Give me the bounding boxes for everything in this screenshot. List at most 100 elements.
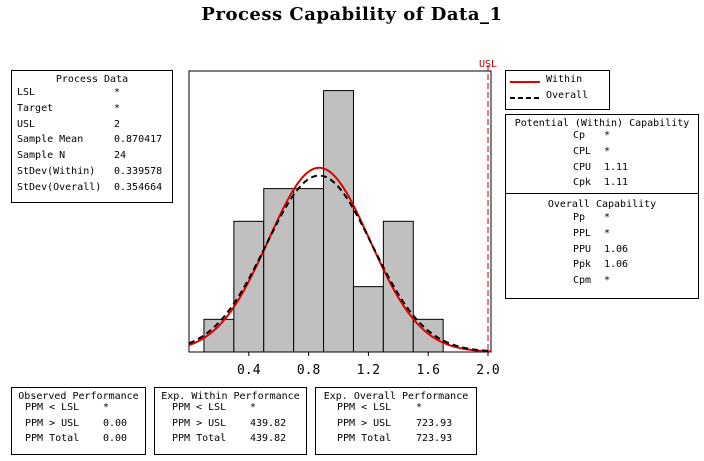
potential-capability-row-value: * <box>604 145 611 157</box>
process-data-row-value: * <box>114 87 121 98</box>
legend-item: Within <box>506 74 609 90</box>
potential-capability-header: Potential (Within) Capability <box>514 118 690 129</box>
process-data-row-label: StDev(Within) <box>17 165 96 177</box>
process-data-row-value: 2 <box>114 118 121 130</box>
potential-capability-row: Cp * <box>506 130 698 146</box>
observed-row: PPM < LSL * <box>12 402 145 418</box>
process-data-row: Sample Mean 0.870417 <box>12 134 172 150</box>
capability-divider <box>506 193 698 194</box>
potential-capability-row-label: Cpk <box>573 177 592 189</box>
process-data-row-value: * <box>114 102 121 114</box>
overall-capability-header: Overall Capability <box>547 199 657 210</box>
potential-capability-row: Cpk 1.11 <box>506 177 698 193</box>
process-data-row: USL 2 <box>12 119 172 135</box>
process-data-row-label: Sample N <box>17 150 66 162</box>
process-data-row-label: LSL <box>17 87 36 98</box>
legend-box: Within Overall <box>505 70 610 110</box>
overall-capability-row: PPU 1.06 <box>506 244 698 260</box>
fit-curve-within <box>188 166 492 353</box>
exp-overall-row: PPM < LSL * <box>316 402 476 418</box>
process-data-header: Process Data <box>55 74 129 85</box>
observed-row-value: 0.00 <box>103 433 128 444</box>
process-data-row-value: 0.354664 <box>114 181 163 193</box>
exp-overall-row: PPM Total 723.93 <box>316 433 476 449</box>
process-data-row: Target * <box>12 103 172 119</box>
observed-performance-header: Observed Performance <box>18 391 139 402</box>
process-data-row-label: Sample Mean <box>17 134 84 146</box>
overall-capability-row-value: 1.06 <box>604 259 629 271</box>
exp-within-row: PPM < LSL * <box>155 402 306 418</box>
process-data-row-value: 0.870417 <box>114 134 163 146</box>
usl-label: USL <box>479 59 497 70</box>
potential-capability-row-value: 1.11 <box>604 177 629 189</box>
observed-row-label: PPM Total <box>25 433 80 444</box>
overall-capability-row-label: Pp <box>573 212 586 223</box>
exp-overall-performance-box: Exp. Overall Performance PPM < LSL * PPM >… <box>315 387 477 455</box>
potential-capability-row-label: CPL <box>573 145 592 157</box>
process-data-row: StDev(Overall) 0.354664 <box>12 182 172 198</box>
overall-capability-row-label: PPU <box>573 243 592 255</box>
histogram-bar <box>263 188 295 353</box>
overall-capability-row: Ppk 1.06 <box>506 259 698 275</box>
observed-row-value: 0.00 <box>103 417 128 429</box>
exp-overall-row-label: PPM > USL <box>337 417 392 429</box>
overall-capability-row-label: Cpm <box>573 275 592 287</box>
overall-capability-row-value: * <box>604 212 611 223</box>
potential-capability-row-label: CPU <box>573 161 592 173</box>
legend-swatch <box>510 81 540 83</box>
exp-overall-row-label: PPM Total <box>337 433 392 444</box>
exp-within-row-value: 439.82 <box>250 417 287 429</box>
overall-capability-row-value: 1.06 <box>604 243 629 255</box>
x-tick-label: 2.0 <box>476 363 499 378</box>
process-data-row-value: 0.339578 <box>114 165 163 177</box>
potential-capability-row: CPL * <box>506 146 698 162</box>
observed-row: PPM Total 0.00 <box>12 433 145 449</box>
exp-within-row-value: 439.82 <box>250 433 287 444</box>
histogram-bar <box>323 90 354 353</box>
histogram-bar <box>233 220 265 353</box>
process-data-row-label: Target <box>17 102 54 114</box>
capability-box: Potential (Within) Capability Cp * CPL * CPU… <box>505 114 699 299</box>
exp-within-row-value: * <box>250 402 257 413</box>
x-tick-label: 1.6 <box>416 363 439 378</box>
legend-label: Overall <box>546 90 589 101</box>
observed-row-label: PPM > USL <box>25 417 80 429</box>
exp-within-performance-box: Exp. Within Performance PPM < LSL * PPM > … <box>154 387 307 455</box>
exp-within-performance-header: Exp. Within Performance <box>161 391 300 402</box>
process-data-row: StDev(Within) 0.339578 <box>12 166 172 182</box>
x-tick-label: 1.2 <box>357 363 380 378</box>
process-data-row: LSL * <box>12 87 172 103</box>
potential-capability-row-value: 1.11 <box>604 161 629 173</box>
exp-overall-row-label: PPM < LSL <box>337 402 392 413</box>
exp-overall-row-value: * <box>416 402 423 413</box>
legend-swatch <box>510 97 540 99</box>
legend-label: Within <box>546 74 583 85</box>
process-data-row-label: StDev(Overall) <box>17 181 102 193</box>
chart-title: Process Capability of Data_1 <box>201 4 503 25</box>
overall-capability-row-label: PPL <box>573 227 592 239</box>
overall-capability-row-value: * <box>604 275 611 287</box>
legend-item: Overall <box>506 90 609 106</box>
process-data-box: Process Data LSL * Target * USL 2 Sample Mean 0… <box>11 70 173 203</box>
overall-capability-row: Cpm * <box>506 275 698 291</box>
potential-capability-row: CPU 1.11 <box>506 162 698 178</box>
exp-within-row-label: PPM < LSL <box>172 402 227 413</box>
histogram-bar <box>293 188 325 353</box>
overall-capability-row-value: * <box>604 227 611 239</box>
exp-overall-row-value: 723.93 <box>416 433 453 444</box>
exp-within-row: PPM Total 439.82 <box>155 433 306 449</box>
potential-capability-row-value: * <box>604 130 611 141</box>
observed-row-label: PPM < LSL <box>25 402 80 413</box>
x-tick-label: 0.4 <box>237 363 261 378</box>
histogram-bar <box>382 220 414 353</box>
exp-within-row-label: PPM > USL <box>172 417 227 429</box>
histogram-bar <box>352 286 384 353</box>
observed-performance-box: Observed Performance PPM < LSL * PPM > USL… <box>11 387 146 455</box>
exp-overall-row-value: 723.93 <box>416 417 453 429</box>
x-tick-label: 0.8 <box>297 363 320 378</box>
overall-capability-row-label: Ppk <box>573 259 592 271</box>
fit-curve-overall <box>188 174 492 353</box>
exp-within-row-label: PPM Total <box>172 433 227 444</box>
process-data-row-label: USL <box>17 118 36 130</box>
